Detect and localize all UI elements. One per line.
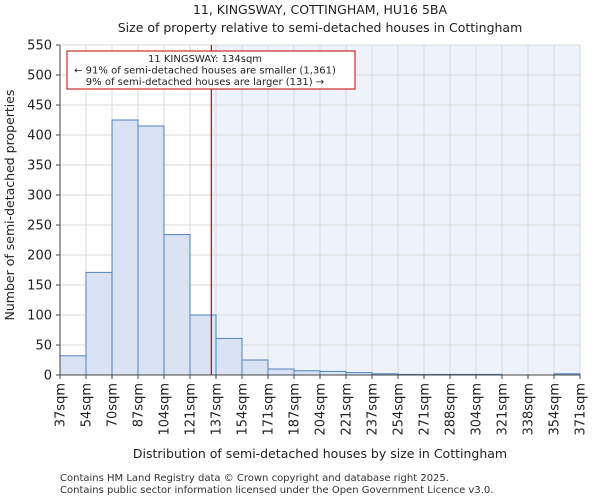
x-tick-label: 70sqm: [106, 383, 121, 427]
chart-title: 11, KINGSWAY, COTTINGHAM, HU16 5BA: [192, 2, 448, 17]
x-tick-label: 171sqm: [262, 383, 277, 436]
histogram-bar: [111, 119, 139, 376]
annotation-line-1: 11 KINGSWAY: 134sqm: [148, 54, 262, 65]
y-tick-label: 200: [27, 249, 52, 264]
x-tick-label: 137sqm: [210, 383, 225, 436]
x-tick-label: 371sqm: [574, 383, 589, 436]
histogram-bar: [241, 359, 269, 376]
histogram-bar: [163, 234, 191, 376]
y-tick-label: 550: [27, 39, 52, 54]
x-tick-label: 271sqm: [418, 383, 433, 436]
histogram-bar: [137, 125, 165, 376]
y-tick-label: 450: [27, 99, 52, 114]
histogram-bar: [267, 368, 295, 376]
annotation-line-2: ← 91% of semi-detached houses are smalle…: [74, 66, 336, 77]
x-tick-label: 121sqm: [184, 383, 199, 436]
x-tick-label: 37sqm: [54, 383, 69, 427]
footer-line-1: Contains HM Land Registry data © Crown c…: [60, 473, 449, 484]
histogram-chart: 0 50 100 150 200 250 300 350 400 450 500 550 37sqm 54…: [2, 39, 589, 462]
histogram-bar: [189, 314, 217, 376]
y-tick-label: 150: [27, 279, 52, 294]
larger-region-shading: [211, 45, 580, 375]
y-tick-label: 50: [35, 339, 52, 354]
x-tick-label: 54sqm: [80, 383, 95, 427]
x-tick-label: 288sqm: [444, 383, 459, 436]
x-tick-label: 237sqm: [366, 383, 381, 436]
x-tick-label: 354sqm: [548, 383, 563, 436]
x-tick-label: 154sqm: [236, 383, 251, 436]
x-tick-label: 338sqm: [522, 383, 537, 436]
histogram-bar: [59, 355, 87, 376]
x-tick-label: 187sqm: [288, 383, 303, 436]
histogram-bar: [215, 337, 243, 376]
histogram-bar: [85, 271, 113, 376]
x-tick-label: 321sqm: [496, 383, 511, 436]
histogram-bar: [293, 370, 321, 376]
y-tick-label: 0: [44, 369, 52, 384]
annotation-box: [66, 50, 356, 90]
x-tick-label: 304sqm: [470, 383, 485, 436]
x-tick-label: 87sqm: [132, 383, 147, 427]
y-tick-label: 250: [27, 219, 52, 234]
y-tick-label: 350: [27, 159, 52, 174]
y-tick-label: 100: [27, 309, 52, 324]
y-axis-label: Number of semi-detached properties: [2, 90, 17, 321]
y-tick-label: 400: [27, 129, 52, 144]
x-tick-label: 221sqm: [340, 383, 355, 436]
x-tick-label: 204sqm: [314, 383, 329, 436]
x-tick-label: 254sqm: [392, 383, 407, 436]
footer-line-2: Contains public sector information licen…: [60, 485, 494, 496]
y-tick-label: 300: [27, 189, 52, 204]
chart-subtitle: Size of property relative to semi-detach…: [117, 20, 523, 35]
x-axis-label: Distribution of semi-detached houses by …: [133, 446, 507, 461]
y-tick-label: 500: [27, 69, 52, 84]
x-tick-label: 104sqm: [158, 383, 173, 436]
histogram-bar: [319, 370, 347, 376]
annotation-line-3: 9% of semi-detached houses are larger (1…: [86, 77, 324, 88]
